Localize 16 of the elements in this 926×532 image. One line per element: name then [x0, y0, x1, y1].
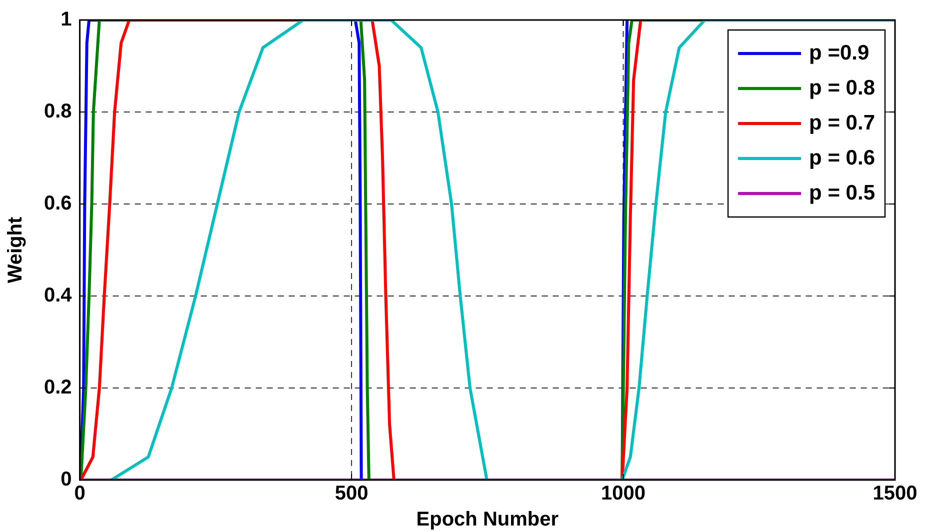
y-tick-label: 0.6: [44, 192, 72, 215]
y-tick-label: 1: [60, 8, 72, 31]
legend-label: p = 0.6: [809, 146, 875, 170]
legend-label: p =0.9: [809, 41, 870, 64]
legend-label: p = 0.5: [809, 181, 876, 204]
y-tick-label: 0.8: [44, 100, 72, 123]
legend-label: p = 0.7: [809, 111, 875, 134]
x-tick-label: 500: [334, 482, 368, 505]
y-tick-label: 0.4: [44, 284, 73, 307]
legend-label: p = 0.8: [809, 76, 876, 100]
x-axis-title: Epoch Number: [416, 508, 559, 531]
x-tick-label: 1500: [872, 482, 918, 505]
y-tick-label: 0: [60, 468, 72, 491]
x-tick-label: 1000: [601, 482, 646, 505]
y-tick-label: 0.2: [44, 376, 72, 399]
y-axis-title: Weight: [4, 216, 27, 284]
